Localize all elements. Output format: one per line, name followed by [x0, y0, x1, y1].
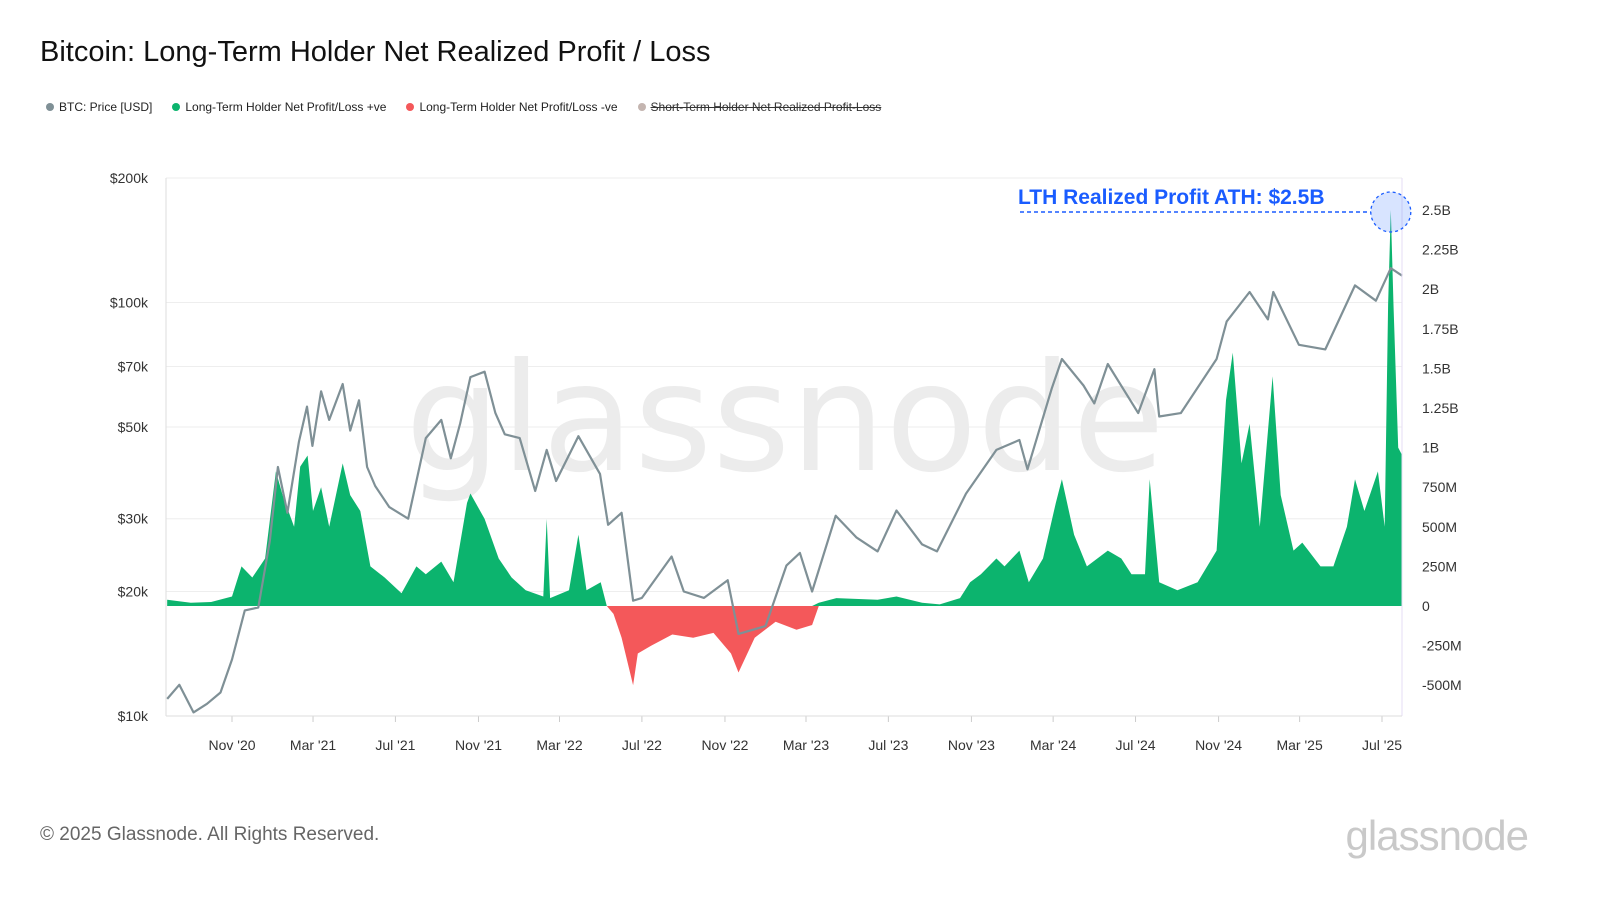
right-tick-label: 750M — [1422, 479, 1457, 495]
x-tick-label: Mar '23 — [783, 737, 829, 753]
legend-label: Short-Term Holder Net Realized Profit-Lo… — [650, 100, 882, 114]
right-tick-label: 1B — [1422, 440, 1439, 456]
x-tick-label: Jul '21 — [375, 737, 415, 753]
left-tick-label: $20k — [118, 584, 149, 600]
legend-dot — [637, 103, 646, 111]
copyright: © 2025 Glassnode. All Rights Reserved. — [40, 824, 380, 845]
annotation-label: LTH Realized Profit ATH: $2.5B — [1018, 186, 1324, 209]
legend: BTC: Price [USD] Long-Term Holder Net Pr… — [46, 100, 881, 114]
lth-loss-area — [167, 606, 1403, 686]
left-tick-label: $200k — [110, 170, 149, 186]
right-tick-label: 2.25B — [1422, 242, 1459, 258]
legend-item-lth-positive[interactable]: Long-Term Holder Net Profit/Loss +ve — [172, 100, 386, 114]
x-tick-label: Mar '25 — [1276, 737, 1322, 753]
x-tick-label: Mar '24 — [1030, 737, 1076, 753]
legend-dot — [46, 103, 54, 111]
right-tick-label: 250M — [1422, 558, 1457, 574]
legend-label: Long-Term Holder Net Profit/Loss +ve — [185, 100, 387, 114]
left-tick-label: $10k — [118, 708, 149, 724]
lth-profit-area — [167, 210, 1403, 606]
x-tick-label: Mar '21 — [290, 737, 336, 753]
legend-item-btc-price[interactable]: BTC: Price [USD] — [46, 100, 152, 114]
x-tick-label: Nov '24 — [1195, 737, 1242, 753]
left-tick-label: $30k — [118, 511, 149, 527]
left-tick-label: $70k — [118, 359, 149, 375]
x-tick-label: Mar '22 — [536, 737, 582, 753]
right-tick-label: 500M — [1422, 519, 1457, 535]
left-tick-label: $50k — [118, 419, 149, 435]
chart-title: Bitcoin: Long-Term Holder Net Realized P… — [40, 36, 711, 68]
right-tick-label: 2B — [1422, 281, 1439, 297]
btc-price-line — [166, 267, 1403, 714]
right-tick-label: -250M — [1422, 638, 1462, 654]
right-tick-label: 2.5B — [1422, 202, 1451, 218]
x-tick-label: Nov '22 — [701, 737, 748, 753]
legend-dot — [406, 103, 415, 111]
x-tick-label: Nov '21 — [455, 737, 502, 753]
legend-label: Long-Term Holder Net Profit/Loss -ve — [419, 100, 618, 114]
legend-item-sth-disabled[interactable]: Short-Term Holder Net Realized Profit-Lo… — [637, 100, 882, 114]
legend-label: BTC: Price [USD] — [59, 100, 153, 114]
x-tick-label: Jul '24 — [1116, 737, 1156, 753]
ath-highlight-circle — [1370, 191, 1412, 233]
right-tick-label: -500M — [1422, 677, 1462, 693]
right-tick-label: 1.5B — [1422, 360, 1451, 376]
right-tick-label: 1.75B — [1422, 321, 1459, 337]
legend-dot — [172, 103, 181, 111]
x-tick-label: Nov '23 — [948, 737, 995, 753]
glassnode-logo: glassnode — [1345, 812, 1529, 859]
x-tick-label: Jul '23 — [868, 737, 908, 753]
watermark: glassnode — [405, 332, 1164, 506]
left-tick-label: $100k — [110, 294, 149, 310]
x-tick-label: Nov '20 — [208, 737, 255, 753]
legend-item-lth-negative[interactable]: Long-Term Holder Net Profit/Loss -ve — [406, 100, 618, 114]
x-tick-label: Jul '25 — [1362, 737, 1402, 753]
x-tick-label: Jul '22 — [622, 737, 662, 753]
right-tick-label: 1.25B — [1422, 400, 1459, 416]
right-tick-label: 0 — [1422, 598, 1430, 614]
